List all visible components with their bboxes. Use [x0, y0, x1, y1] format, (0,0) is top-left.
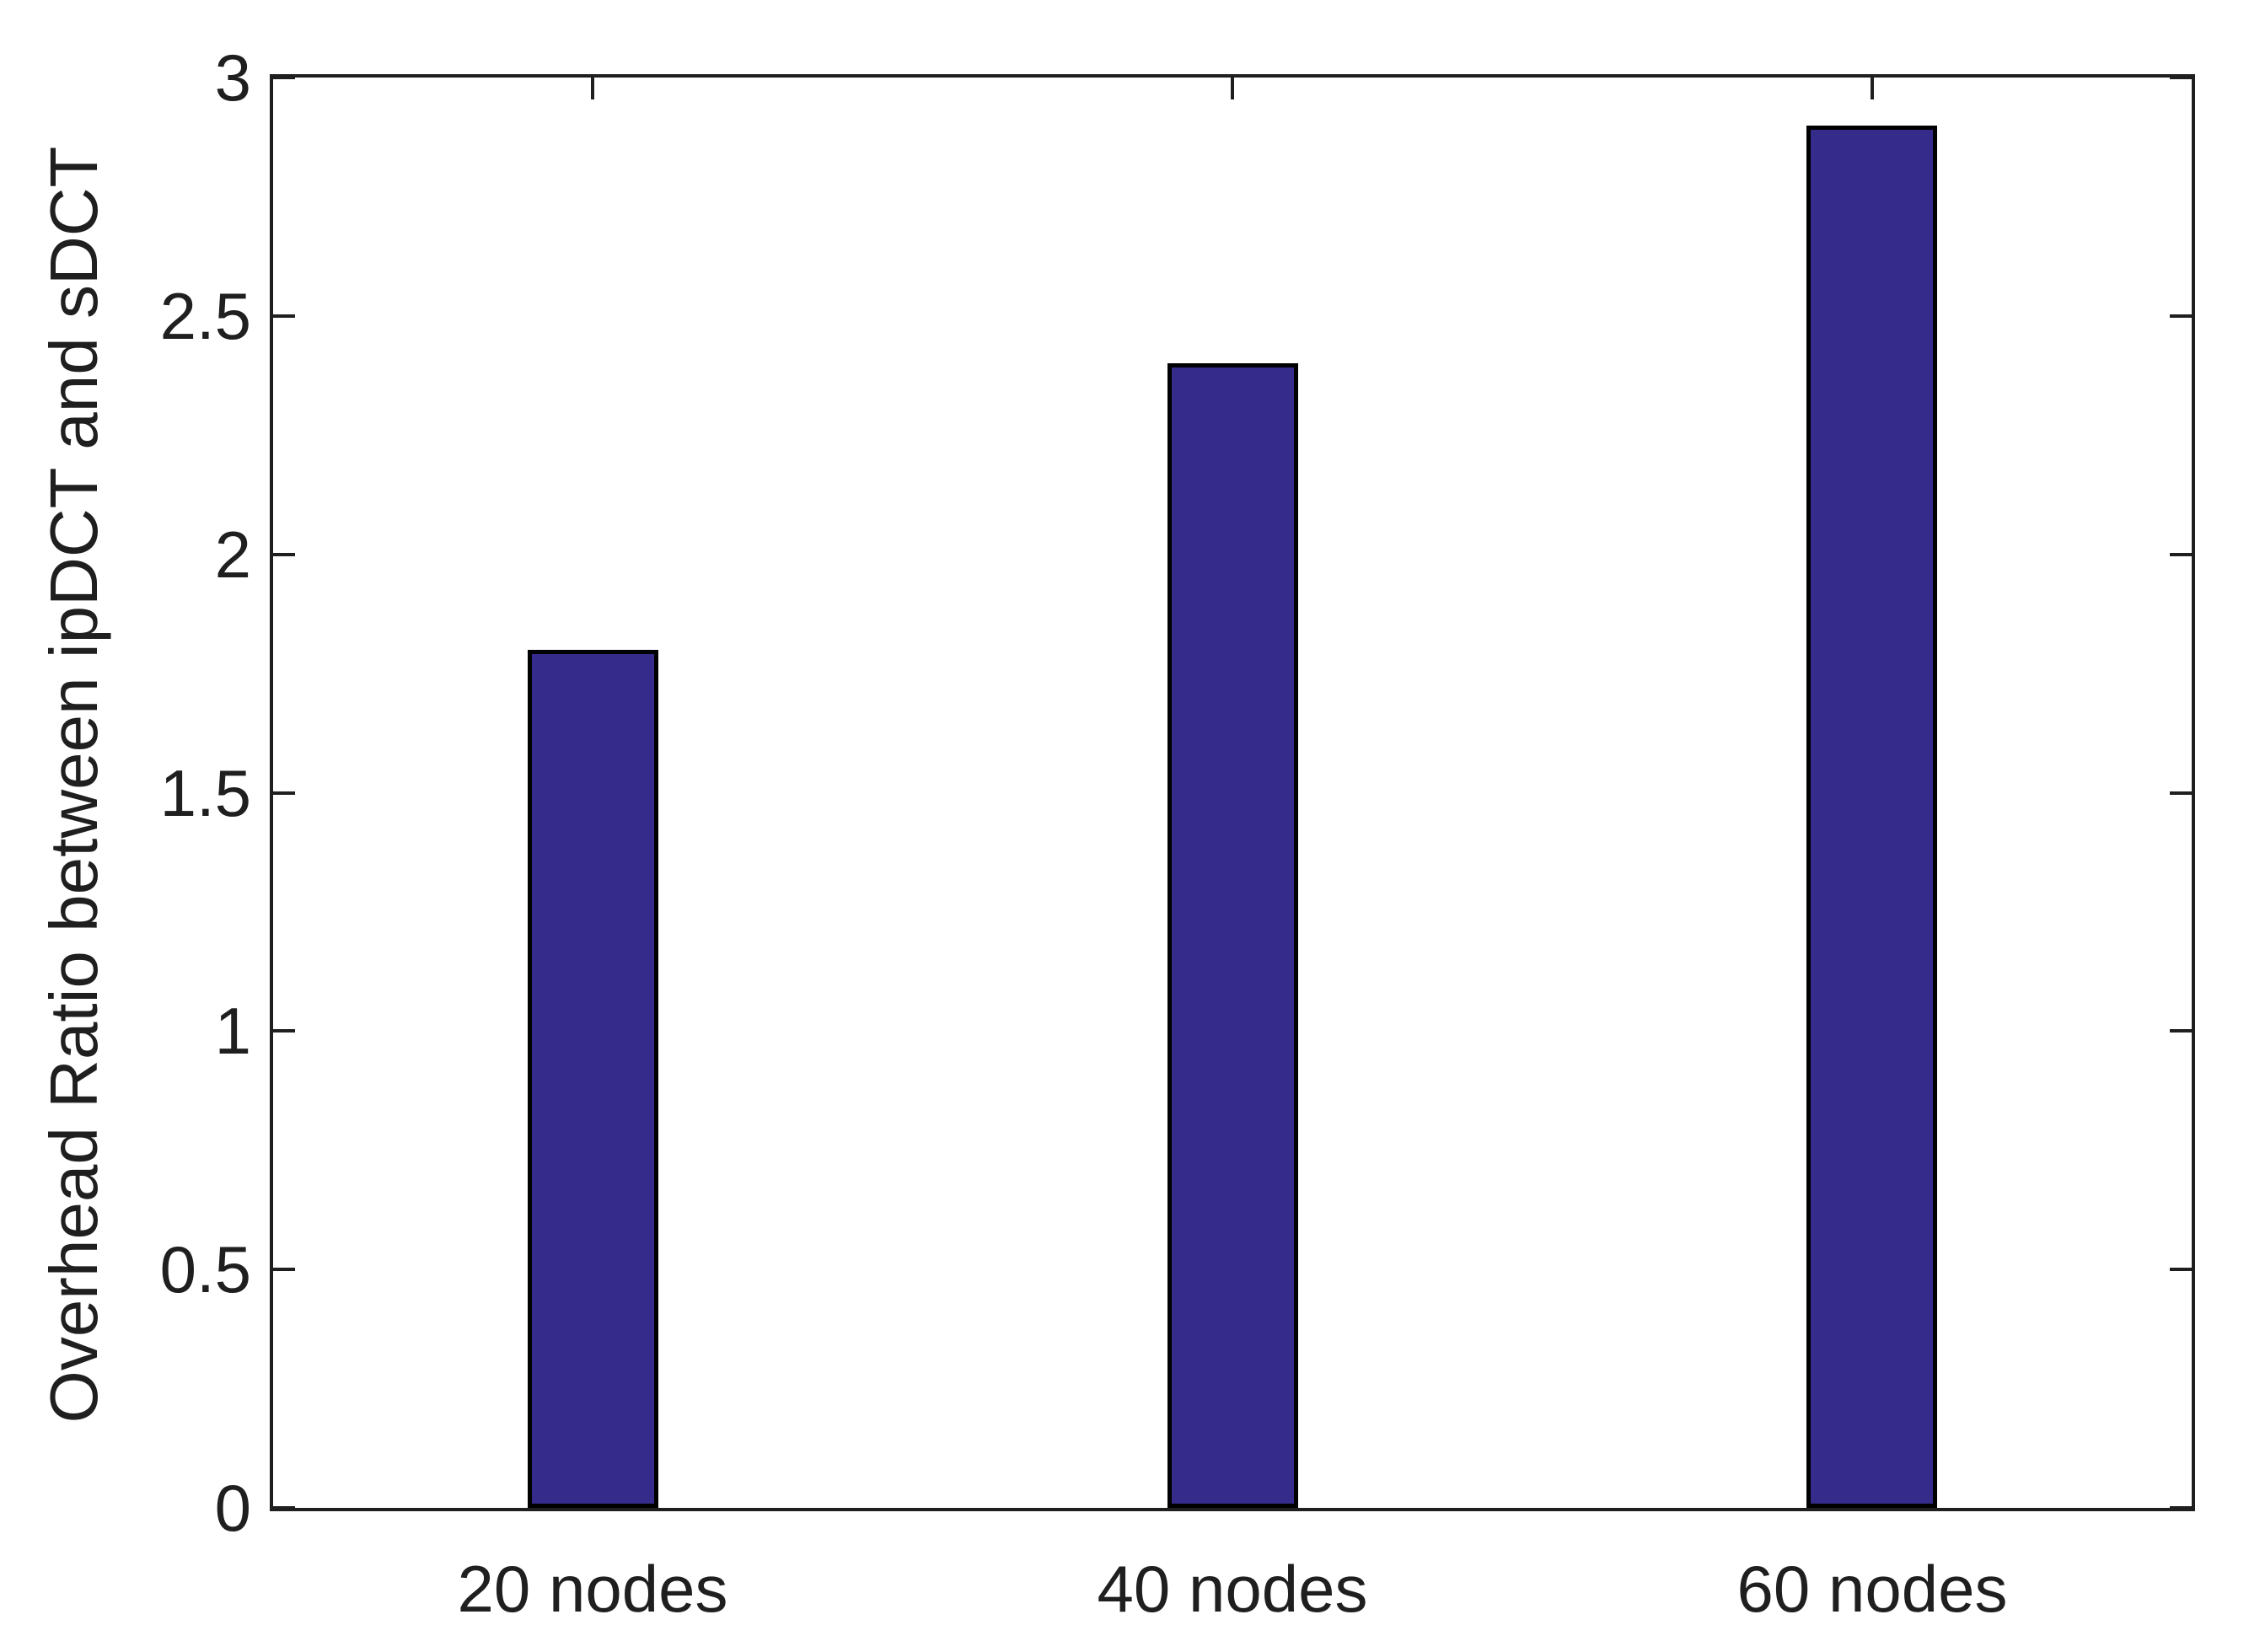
y-tick-mark [273, 553, 295, 556]
y-tick-mark [273, 1506, 295, 1510]
x-tick-label: 40 nodes [1097, 1552, 1368, 1626]
plot-area [270, 74, 2195, 1511]
x-tick-label: 60 nodes [1736, 1552, 2008, 1626]
y-tick-label: 1.5 [159, 756, 251, 830]
y-tick-mark [273, 76, 295, 79]
x-tick-mark [1231, 78, 1234, 99]
y-tick-mark [2170, 1506, 2192, 1510]
y-tick-label: 2 [214, 518, 251, 592]
x-tick-label: 20 nodes [457, 1552, 728, 1626]
y-tick-label: 3 [214, 40, 251, 115]
y-tick-mark [2170, 314, 2192, 318]
bar-20-nodes [528, 650, 658, 1508]
x-tick-mark [591, 78, 594, 99]
y-tick-mark [273, 314, 295, 318]
y-tick-mark [273, 791, 295, 795]
y-tick-label: 1 [214, 994, 251, 1068]
y-tick-mark [2170, 553, 2192, 556]
bar-60-nodes [1806, 126, 1937, 1508]
x-tick-mark [1871, 78, 1874, 99]
y-tick-label: 2.5 [159, 279, 251, 353]
y-tick-mark [2170, 1268, 2192, 1271]
y-tick-label: 0 [214, 1471, 251, 1545]
y-tick-mark [2170, 791, 2192, 795]
y-tick-mark [273, 1268, 295, 1271]
y-tick-mark [273, 1029, 295, 1032]
y-tick-mark [2170, 1029, 2192, 1032]
y-tick-mark [2170, 76, 2192, 79]
bar-40-nodes [1167, 363, 1298, 1508]
y-tick-label: 0.5 [159, 1232, 251, 1306]
